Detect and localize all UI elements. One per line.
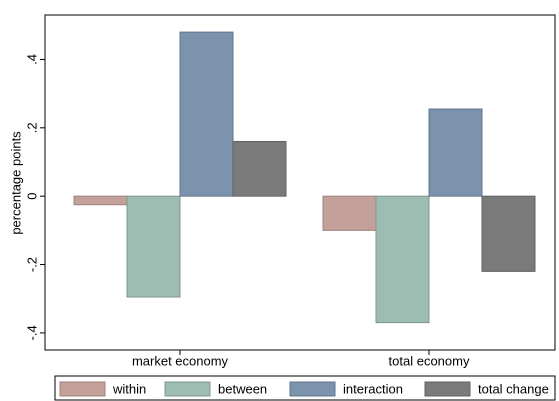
bar: [481, 195, 536, 272]
legend-label: between: [218, 381, 267, 396]
bar: [428, 108, 483, 197]
x-tick-label: total economy: [389, 353, 470, 368]
bar: [126, 195, 181, 298]
legend-label: interaction: [343, 381, 403, 396]
y-tick-label: .4: [24, 54, 39, 65]
legend-swatch: [289, 381, 336, 397]
x-tick-label: market economy: [132, 353, 229, 368]
bar: [375, 195, 430, 324]
y-axis-title: percentage points: [8, 131, 23, 235]
y-tick-label: -.2: [24, 257, 39, 272]
bar: [232, 140, 287, 197]
bar: [179, 31, 234, 197]
y-tick-label: .2: [24, 122, 39, 133]
bar: [73, 195, 128, 206]
legend-label: within: [112, 381, 146, 396]
legend-swatch: [424, 381, 471, 397]
plot-frame: [44, 14, 556, 351]
legend-swatch: [164, 381, 211, 397]
bar: [322, 195, 377, 231]
y-tick-label: -.4: [24, 325, 39, 340]
legend-label: total change: [478, 381, 549, 396]
legend-swatch: [59, 381, 106, 397]
y-tick-label: 0: [24, 193, 39, 200]
